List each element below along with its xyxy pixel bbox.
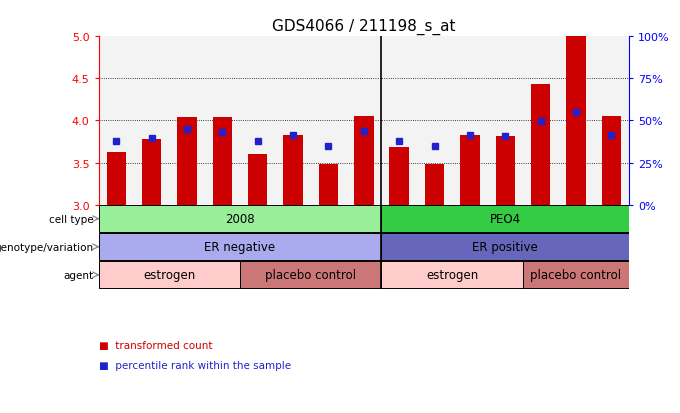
Text: estrogen: estrogen (426, 268, 478, 282)
Bar (558, 37, 594, 205)
Bar (566, 37, 585, 205)
Bar (488, 37, 523, 205)
Bar (142, 140, 161, 205)
Bar (381, 234, 629, 261)
Bar (99, 234, 381, 261)
Text: ■  transformed count: ■ transformed count (99, 340, 212, 350)
Bar (531, 85, 550, 205)
Text: placebo control: placebo control (530, 268, 622, 282)
Text: ER positive: ER positive (473, 241, 538, 254)
Text: cell type: cell type (49, 214, 93, 224)
Bar (107, 153, 126, 205)
Bar (240, 37, 275, 205)
Bar (99, 206, 381, 233)
Bar (523, 262, 629, 289)
Bar (134, 37, 169, 205)
Bar (381, 37, 417, 205)
Bar (319, 165, 338, 205)
Bar (602, 117, 621, 205)
Bar (275, 37, 311, 205)
Title: GDS4066 / 211198_s_at: GDS4066 / 211198_s_at (272, 18, 456, 34)
Text: ER negative: ER negative (205, 241, 275, 254)
Bar (177, 118, 197, 205)
Bar (452, 37, 488, 205)
Bar (523, 37, 558, 205)
Bar (205, 37, 240, 205)
Bar (425, 165, 444, 205)
Text: PEO4: PEO4 (490, 213, 521, 225)
Bar (460, 135, 479, 205)
Bar (390, 148, 409, 205)
Text: ■  percentile rank within the sample: ■ percentile rank within the sample (99, 361, 291, 370)
Bar (346, 37, 381, 205)
Bar (311, 37, 346, 205)
Bar (248, 155, 267, 205)
Text: 2008: 2008 (225, 213, 255, 225)
Bar (594, 37, 629, 205)
Bar (240, 262, 381, 289)
Bar (496, 136, 515, 205)
Bar (417, 37, 452, 205)
Text: placebo control: placebo control (265, 268, 356, 282)
Bar (381, 262, 523, 289)
Bar (99, 262, 240, 289)
Bar (284, 135, 303, 205)
Bar (169, 37, 205, 205)
Text: agent: agent (63, 270, 93, 280)
Text: estrogen: estrogen (143, 268, 195, 282)
Text: genotype/variation: genotype/variation (0, 242, 93, 252)
Bar (213, 118, 232, 205)
Bar (354, 117, 373, 205)
Bar (381, 206, 629, 233)
Bar (99, 37, 134, 205)
